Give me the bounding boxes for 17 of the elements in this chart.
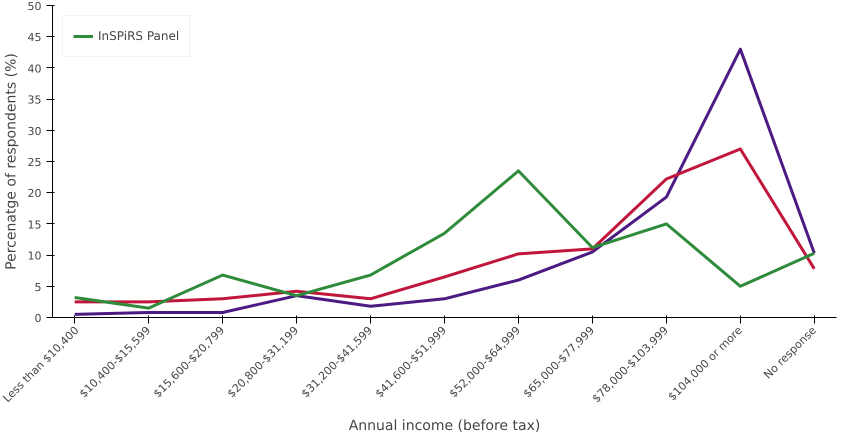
x-axis-title: Annual income (before tax) <box>348 418 540 434</box>
legend-label: InSPiRS Panel <box>98 29 180 43</box>
y-tick-label: 25 <box>28 156 42 169</box>
y-tick-label: 0 <box>34 312 42 325</box>
y-tick-label: 30 <box>28 124 42 138</box>
y-axis-title: Percenatge of respondents (%) <box>4 53 20 270</box>
y-tick-label: 50 <box>28 0 42 13</box>
y-tick-label: 40 <box>28 62 42 76</box>
line-series <box>73 169 816 310</box>
y-tick-label: 15 <box>28 218 42 232</box>
line-series <box>73 48 816 316</box>
y-tick-label: 20 <box>28 187 42 200</box>
y-tick-label: 35 <box>28 94 42 107</box>
line-series <box>73 148 816 304</box>
y-tick-label: 5 <box>34 280 42 294</box>
y-tick-label: 45 <box>28 31 42 44</box>
y-tick-label: 10 <box>28 250 42 263</box>
